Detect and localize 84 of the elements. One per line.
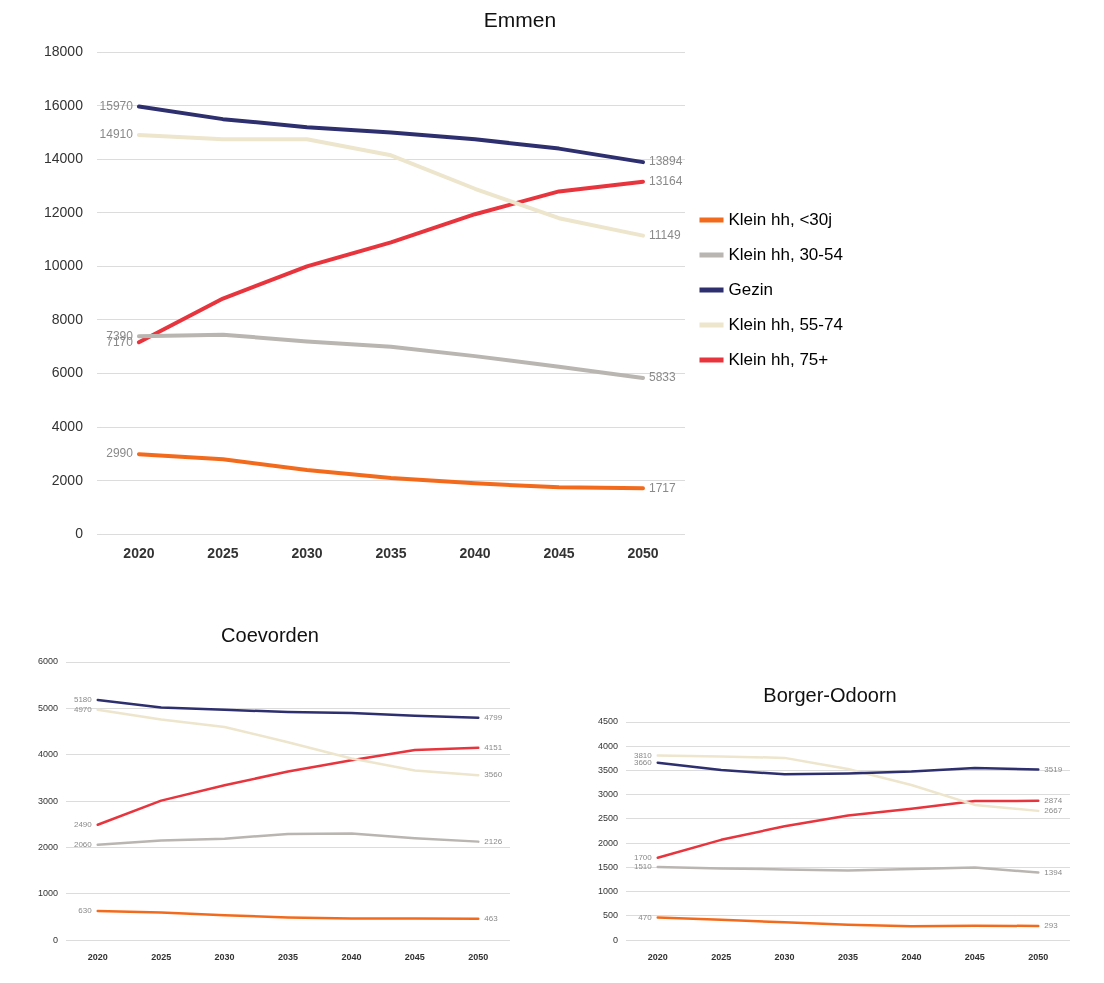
data-label: 470 (638, 912, 653, 922)
x-tick-label: 2020 (87, 952, 108, 963)
data-label: 4970 (73, 704, 93, 714)
data-label: 2126 (484, 836, 503, 846)
y-tick-label: 1000 (37, 888, 59, 899)
data-label: 13164 (649, 174, 683, 189)
legend-label: Klein hh, 30-54 (728, 244, 843, 264)
y-tick-label: 0 (53, 934, 59, 945)
data-label: 4799 (484, 712, 503, 722)
y-tick-label: 1000 (597, 886, 619, 897)
y-tick-label: 6000 (37, 656, 59, 667)
data-label: 3660 (633, 757, 653, 767)
data-label: 2490 (73, 819, 93, 829)
y-tick-label: 4500 (597, 716, 619, 727)
legend-label: Klein hh, 55-74 (728, 314, 843, 334)
data-label: 2990 (106, 446, 134, 461)
x-tick-label: 2045 (404, 952, 425, 963)
legend-label: Klein hh, 75+ (728, 349, 829, 369)
data-label: 2874 (1044, 796, 1063, 806)
x-tick-label: 2025 (711, 952, 732, 963)
x-tick-label: 2040 (459, 545, 491, 562)
y-tick-label: 2500 (597, 813, 619, 824)
y-tick-label: 3000 (597, 789, 619, 800)
data-label: 1717 (649, 480, 677, 495)
legend-label: Klein hh, <30j (728, 209, 832, 229)
data-label: 14910 (99, 127, 134, 142)
x-tick-label: 2030 (291, 545, 323, 562)
data-label: 2667 (1044, 806, 1063, 816)
y-tick-label: 14000 (43, 150, 84, 167)
data-label: 11149 (649, 227, 681, 242)
x-tick-label: 2035 (278, 952, 299, 963)
data-label: 13894 (649, 154, 683, 169)
y-tick-label: 6000 (51, 364, 84, 381)
x-tick-label: 2035 (838, 952, 859, 963)
data-label: 1700 (633, 852, 653, 862)
data-label: 3519 (1044, 764, 1063, 774)
x-tick-label: 2040 (901, 952, 922, 963)
x-tick-label: 2020 (647, 952, 668, 963)
x-tick-label: 2025 (151, 952, 172, 963)
legend-label: Gezin (728, 279, 773, 299)
x-tick-label: 2040 (341, 952, 362, 963)
x-tick-label: 2045 (543, 545, 575, 562)
y-tick-label: 2000 (597, 837, 619, 848)
data-label: 5833 (649, 370, 677, 385)
data-label: 630 (78, 906, 93, 916)
y-tick-label: 2000 (37, 841, 59, 852)
y-tick-label: 8000 (51, 310, 84, 327)
data-label: 463 (484, 913, 499, 923)
y-tick-label: 16000 (43, 96, 84, 113)
chart-title: Coevorden (221, 623, 319, 646)
y-tick-label: 4000 (51, 417, 84, 434)
x-tick-label: 2030 (214, 952, 235, 963)
y-tick-label: 3500 (597, 764, 619, 775)
chart-title: Borger-Odoorn (763, 683, 897, 706)
x-tick-label: 2035 (375, 545, 407, 562)
data-label: 3810 (633, 750, 653, 760)
y-tick-label: 4000 (37, 749, 59, 760)
data-label: 3560 (484, 770, 503, 780)
y-tick-label: 0 (75, 525, 84, 542)
x-tick-label: 2050 (468, 952, 489, 963)
y-tick-label: 12000 (43, 203, 84, 220)
y-tick-label: 5000 (37, 702, 59, 713)
data-label: 5180 (73, 695, 93, 705)
data-label: 4151 (484, 742, 503, 752)
y-tick-label: 18000 (43, 43, 84, 60)
x-tick-label: 2020 (123, 545, 155, 562)
y-tick-label: 2000 (51, 471, 84, 488)
x-tick-label: 2050 (1028, 952, 1049, 963)
y-tick-label: 4000 (597, 740, 619, 751)
y-tick-label: 1500 (597, 861, 619, 872)
y-tick-label: 500 (602, 910, 619, 921)
data-label: 2060 (73, 839, 93, 849)
y-tick-label: 10000 (43, 257, 84, 274)
x-tick-label: 2050 (627, 545, 659, 562)
y-tick-label: 3000 (37, 795, 59, 806)
y-tick-label: 0 (613, 934, 619, 945)
data-label: 15970 (99, 98, 134, 113)
x-tick-label: 2030 (774, 952, 795, 963)
data-label: 1394 (1044, 867, 1063, 877)
data-label: 293 (1044, 921, 1059, 931)
chart-title: Emmen (483, 8, 557, 32)
x-tick-label: 2045 (964, 952, 985, 963)
data-label: 1510 (633, 862, 653, 872)
x-tick-label: 2025 (207, 545, 239, 562)
